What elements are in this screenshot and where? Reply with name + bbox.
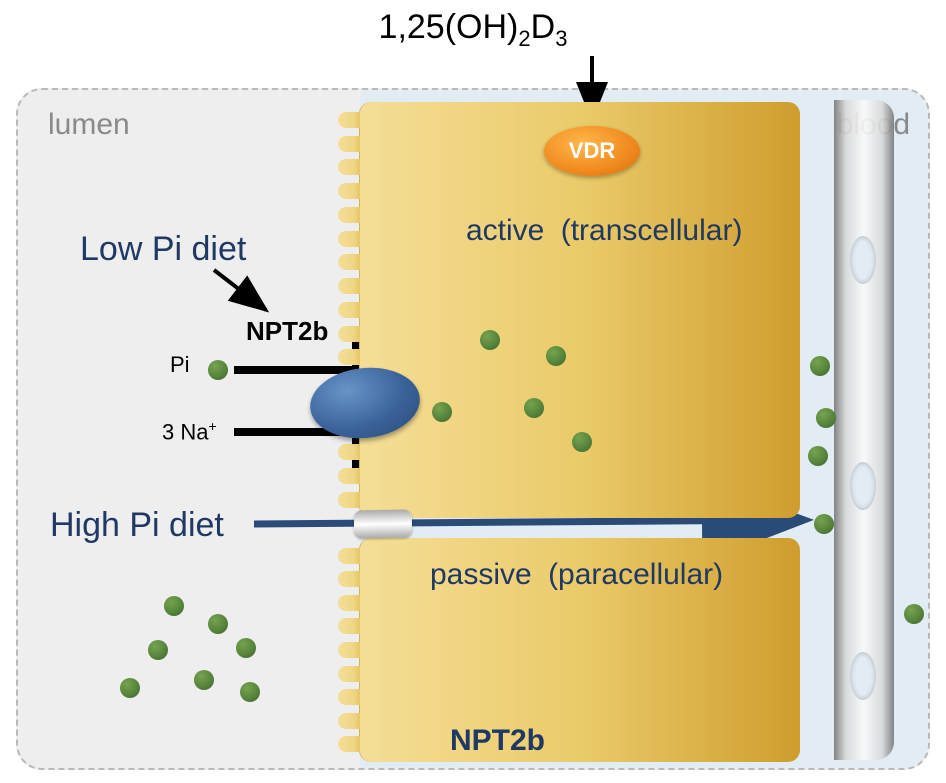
- label-na: 3 Na+: [162, 418, 217, 445]
- phosphate-dot: [524, 398, 544, 418]
- diagram-canvas: 1,25(OH)2D3 lumen blood: [0, 0, 946, 783]
- phosphate-dot: [546, 346, 566, 366]
- label-high-pi-diet: High Pi diet: [50, 506, 224, 545]
- vessel-fenestra: [850, 236, 876, 284]
- vessel-fenestra: [850, 652, 876, 700]
- tight-junction-channel: [354, 509, 412, 538]
- phosphate-dot: [904, 604, 924, 624]
- vessel-fenestra: [850, 462, 876, 510]
- label-npt2b-lower: NPT2b: [450, 724, 545, 758]
- phosphate-dot: [120, 678, 140, 698]
- phosphate-dot: [808, 446, 828, 466]
- phosphate-dot: [236, 638, 256, 658]
- title-vitd3: 1,25(OH)2D3: [0, 8, 946, 52]
- phosphate-dot: [572, 432, 592, 452]
- phosphate-dot: [432, 402, 452, 422]
- label-pi: Pi: [170, 352, 190, 378]
- phosphate-dot: [148, 640, 168, 660]
- label-low-pi-diet: Low Pi diet: [80, 230, 246, 269]
- phosphate-dot: [480, 330, 500, 350]
- phosphate-dot: [814, 514, 834, 534]
- label-lumen: lumen: [48, 108, 130, 142]
- vdr-receptor: VDR: [544, 126, 640, 176]
- label-npt2b-upper: NPT2b: [246, 316, 328, 347]
- phosphate-dot: [208, 360, 228, 380]
- phosphate-dot: [816, 408, 836, 428]
- label-active: active (transcellular): [466, 214, 742, 248]
- phosphate-dot: [240, 682, 260, 702]
- phosphate-dot: [164, 596, 184, 616]
- microvilli-upper: [338, 108, 360, 512]
- phosphate-dot: [208, 614, 228, 634]
- phosphate-dot: [810, 356, 830, 376]
- label-passive: passive (paracellular): [430, 558, 723, 592]
- phosphate-dot: [194, 670, 214, 690]
- microvilli-lower: [338, 544, 360, 756]
